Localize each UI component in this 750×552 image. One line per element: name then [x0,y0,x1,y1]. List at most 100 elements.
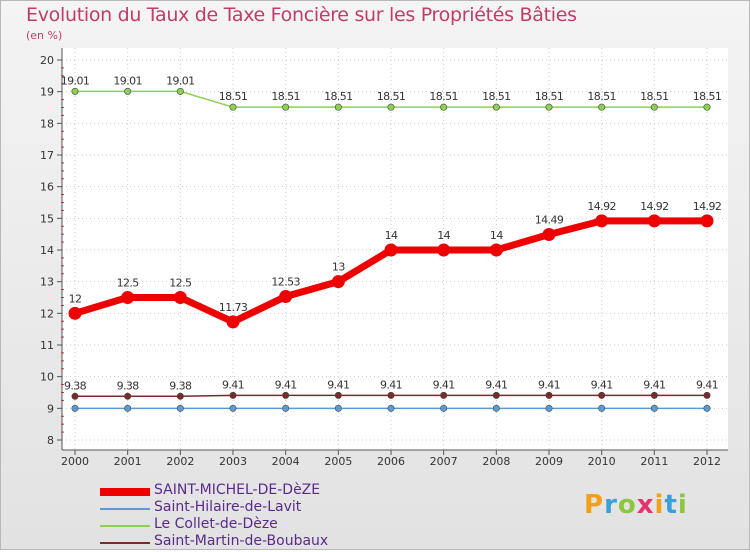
data-point [492,391,500,399]
data-point [492,103,500,111]
data-point [279,290,293,304]
series-3: 9.38 9.38 9.38 9.41 9.41 9.41 9.41 9.41 9.41 9.41… [64,378,719,400]
data-point [440,391,448,399]
logo-letter: i [654,490,665,520]
data-label: 14.92 [640,200,669,213]
data-point [282,103,290,111]
data-label: 9.41 [696,378,718,391]
x-tick-label: 2010 [588,455,616,468]
data-point [437,243,451,257]
x-tick-label: 2011 [640,455,668,468]
data-label: 12.53 [271,276,300,289]
data-point [124,87,132,95]
y-tick-label: 17 [40,149,54,162]
y-tick-label: 9 [47,402,54,415]
data-point [700,214,714,228]
data-label: 11.73 [219,301,248,314]
data-label: 9.38 [117,379,140,392]
data-point [598,391,606,399]
y-tick-label: 8 [47,434,54,447]
data-point [703,404,711,412]
legend-label: Saint-Hilaire-de-Lavit [154,499,302,515]
x-tick-label: 2009 [535,455,563,468]
data-label: 13 [332,261,345,274]
legend-label: SAINT-MICHEL-DE-DèZE [154,482,321,498]
x-tick-label: 2003 [219,455,247,468]
data-point [71,87,79,95]
data-point [124,392,132,400]
data-point [71,404,79,412]
data-label: 12.5 [169,277,192,290]
data-point [282,404,290,412]
data-point [334,103,342,111]
logo-letter: P [584,490,605,520]
data-label: 19.01 [166,74,195,87]
data-label: 18.51 [693,90,722,103]
data-point [650,391,658,399]
data-point [226,315,240,329]
data-label: 9.41 [222,378,244,391]
y-axis-unit: (en %) [26,29,63,42]
data-point [229,103,237,111]
y-tick-label: 16 [40,181,54,194]
legend-swatch [100,508,150,510]
x-tick-label: 2000 [61,455,89,468]
data-point [384,243,398,257]
data-point [545,103,553,111]
x-tick-label: 2006 [377,455,405,468]
data-point [124,404,132,412]
series-1 [71,404,711,412]
data-point [647,214,661,228]
data-label: 9.41 [591,378,613,391]
data-label: 19.01 [61,74,90,87]
logo-letter: t [664,490,678,520]
logo-letter: r [604,490,618,520]
data-point [387,391,395,399]
data-label: 9.41 [327,378,349,391]
data-label: 9.41 [433,378,455,391]
data-label: 18.51 [219,90,248,103]
y-tick-label: 10 [40,371,54,384]
data-label: 18.51 [640,90,669,103]
data-label: 9.41 [485,378,507,391]
y-tick-label: 15 [40,212,54,225]
logo-letter: x [636,490,655,520]
data-point [703,391,711,399]
data-point [545,391,553,399]
y-tick-label: 11 [40,339,54,352]
data-label: 18.51 [271,90,300,103]
y-tick-label: 14 [40,244,54,257]
data-label: 19.01 [113,74,142,87]
x-tick-label: 2008 [482,455,510,468]
y-tick-label: 12 [40,307,54,320]
logo-letter: i [677,490,688,520]
x-tick-label: 2001 [114,455,142,468]
x-tick-label: 2012 [693,455,721,468]
data-label: 12.5 [117,277,140,290]
legend-label: Saint-Martin-de-Boubaux [154,533,329,549]
data-point [387,404,395,412]
legend-swatch [100,488,150,496]
data-point [440,103,448,111]
data-label: 14 [385,229,398,242]
legend-label: Le Collet-de-Dèze [154,516,278,532]
data-label: 14.92 [587,200,616,213]
data-point [598,103,606,111]
data-point [650,404,658,412]
x-tick-label: 2002 [166,455,194,468]
data-label: 14 [437,229,450,242]
data-point [176,404,184,412]
x-tick-label: 2005 [324,455,352,468]
data-point [176,392,184,400]
data-point [440,404,448,412]
legend-swatch [100,525,150,527]
x-tick-label: 2004 [272,455,300,468]
data-point [387,103,395,111]
data-label: 18.51 [535,90,564,103]
data-point [68,306,82,320]
data-point [334,404,342,412]
data-label: 12 [69,292,82,305]
data-point [542,227,556,241]
data-label: 14.92 [693,200,722,213]
